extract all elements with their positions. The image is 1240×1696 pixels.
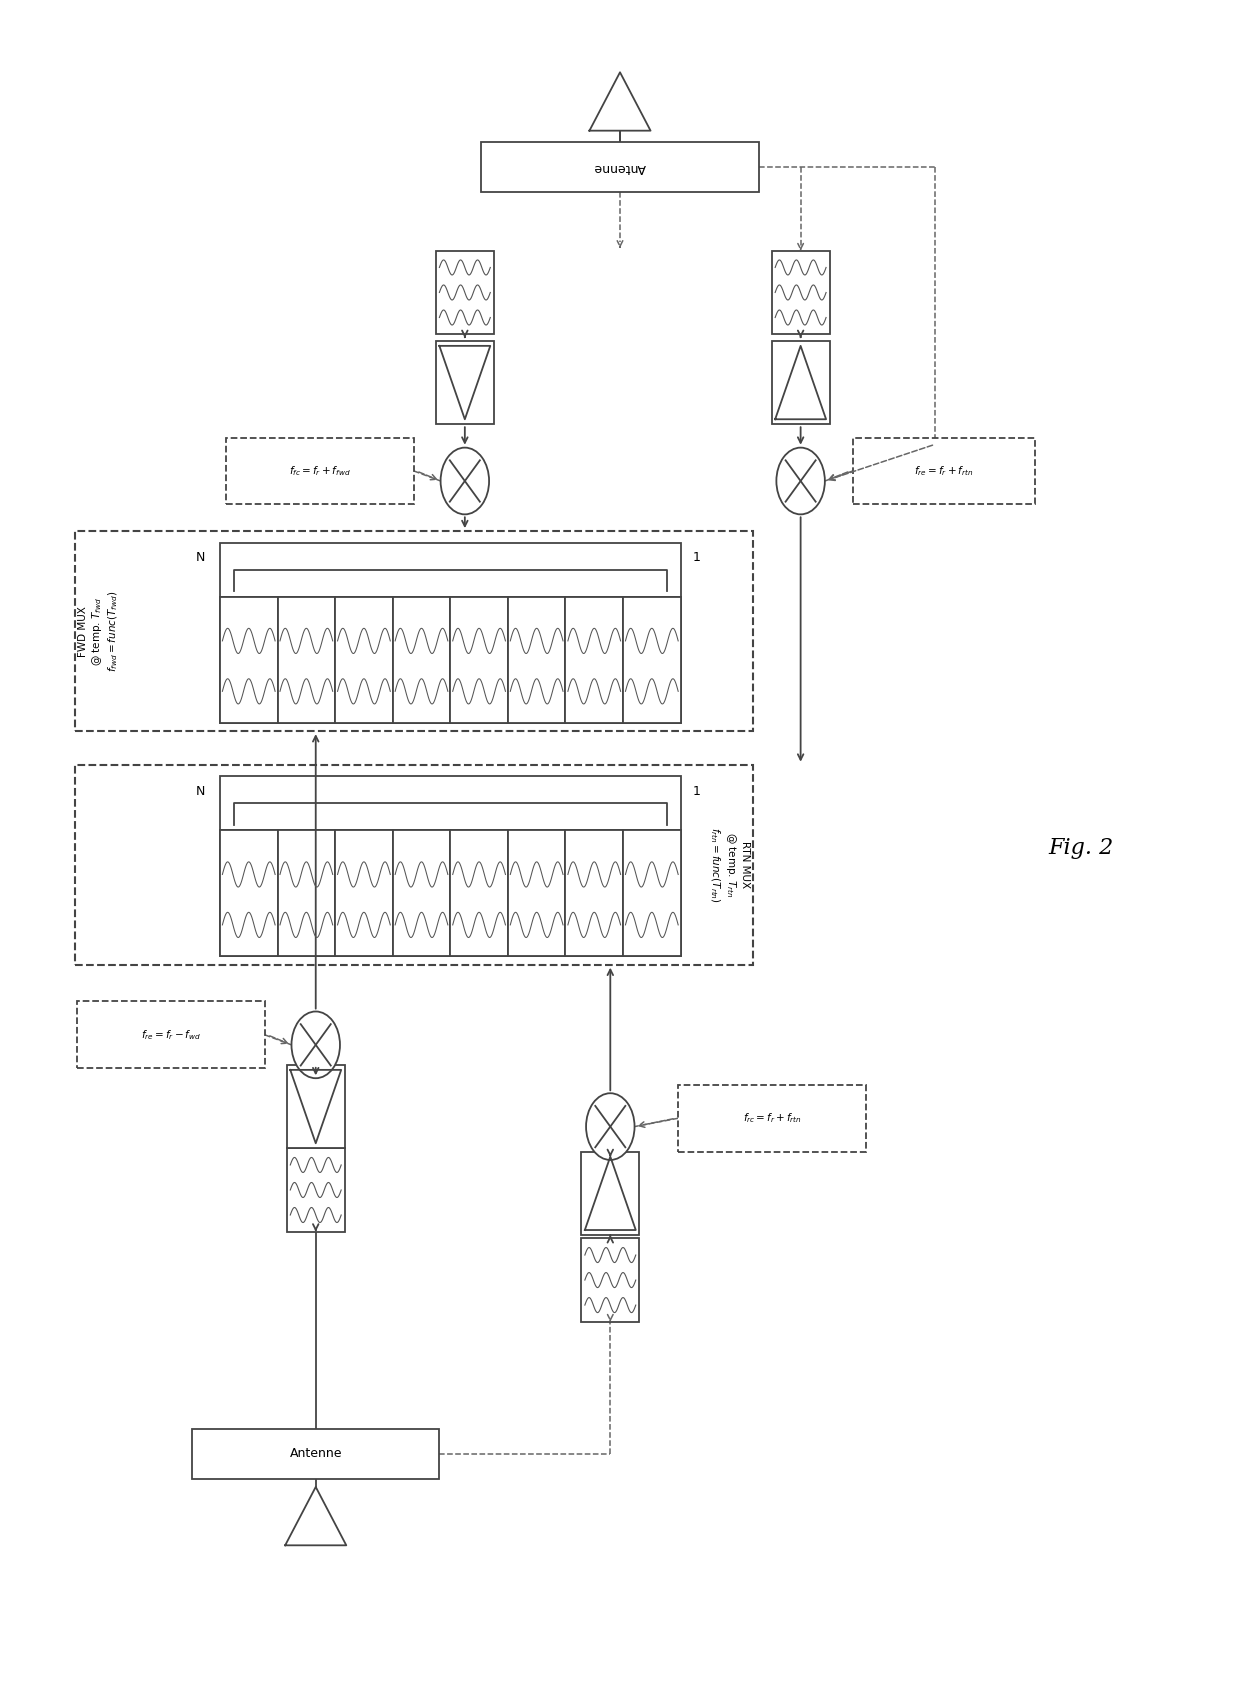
FancyBboxPatch shape <box>219 777 681 957</box>
FancyBboxPatch shape <box>771 341 830 424</box>
FancyBboxPatch shape <box>219 831 278 957</box>
Text: Fig. 2: Fig. 2 <box>1048 838 1114 858</box>
FancyBboxPatch shape <box>393 597 450 722</box>
Text: 1: 1 <box>693 785 701 797</box>
Text: RTN MUX
@ temp. $T_{rtn}$
$f_{rtn}=func(T_{rtn})$: RTN MUX @ temp. $T_{rtn}$ $f_{rtn}=func(… <box>708 826 750 902</box>
Text: 1: 1 <box>693 551 701 565</box>
FancyBboxPatch shape <box>74 531 754 731</box>
FancyBboxPatch shape <box>335 831 393 957</box>
Text: Antenne: Antenne <box>289 1447 342 1460</box>
FancyBboxPatch shape <box>853 438 1034 504</box>
FancyBboxPatch shape <box>508 597 565 722</box>
FancyBboxPatch shape <box>450 597 508 722</box>
Circle shape <box>291 1011 340 1079</box>
FancyBboxPatch shape <box>335 597 393 722</box>
Text: N: N <box>196 551 206 565</box>
FancyBboxPatch shape <box>565 597 622 722</box>
Circle shape <box>440 448 489 514</box>
FancyBboxPatch shape <box>393 831 450 957</box>
Text: FWD MUX
@ temp. $T_{fwd}$
$f_{fwd}=func(T_{fwd})$: FWD MUX @ temp. $T_{fwd}$ $f_{fwd}=func(… <box>78 590 119 672</box>
FancyBboxPatch shape <box>286 1065 345 1148</box>
FancyBboxPatch shape <box>219 597 278 722</box>
Circle shape <box>776 448 825 514</box>
Circle shape <box>587 1094 635 1160</box>
FancyBboxPatch shape <box>622 597 681 722</box>
Text: N: N <box>196 785 206 797</box>
FancyBboxPatch shape <box>771 251 830 334</box>
Text: $f_{rc}=f_r+f_{rtn}$: $f_{rc}=f_r+f_{rtn}$ <box>743 1111 801 1124</box>
FancyBboxPatch shape <box>226 438 414 504</box>
Text: $f_{fc}=f_r+f_{fwd}$: $f_{fc}=f_r+f_{fwd}$ <box>289 465 351 478</box>
FancyBboxPatch shape <box>565 831 622 957</box>
FancyBboxPatch shape <box>77 1001 265 1068</box>
FancyBboxPatch shape <box>278 597 335 722</box>
FancyBboxPatch shape <box>286 1148 345 1231</box>
Text: $f_{re}=f_r-f_{wd}$: $f_{re}=f_r-f_{wd}$ <box>141 1028 201 1041</box>
Text: $f_{re}=f_r+f_{rtn}$: $f_{re}=f_r+f_{rtn}$ <box>914 465 973 478</box>
FancyBboxPatch shape <box>481 142 759 192</box>
FancyBboxPatch shape <box>450 831 508 957</box>
FancyBboxPatch shape <box>74 765 754 965</box>
FancyBboxPatch shape <box>582 1238 640 1321</box>
FancyBboxPatch shape <box>219 543 681 722</box>
Text: Antenne: Antenne <box>594 161 646 175</box>
FancyBboxPatch shape <box>582 1152 640 1235</box>
FancyBboxPatch shape <box>435 251 494 334</box>
FancyBboxPatch shape <box>622 831 681 957</box>
FancyBboxPatch shape <box>435 341 494 424</box>
FancyBboxPatch shape <box>678 1085 866 1152</box>
FancyBboxPatch shape <box>278 831 335 957</box>
FancyBboxPatch shape <box>508 831 565 957</box>
FancyBboxPatch shape <box>192 1428 439 1479</box>
